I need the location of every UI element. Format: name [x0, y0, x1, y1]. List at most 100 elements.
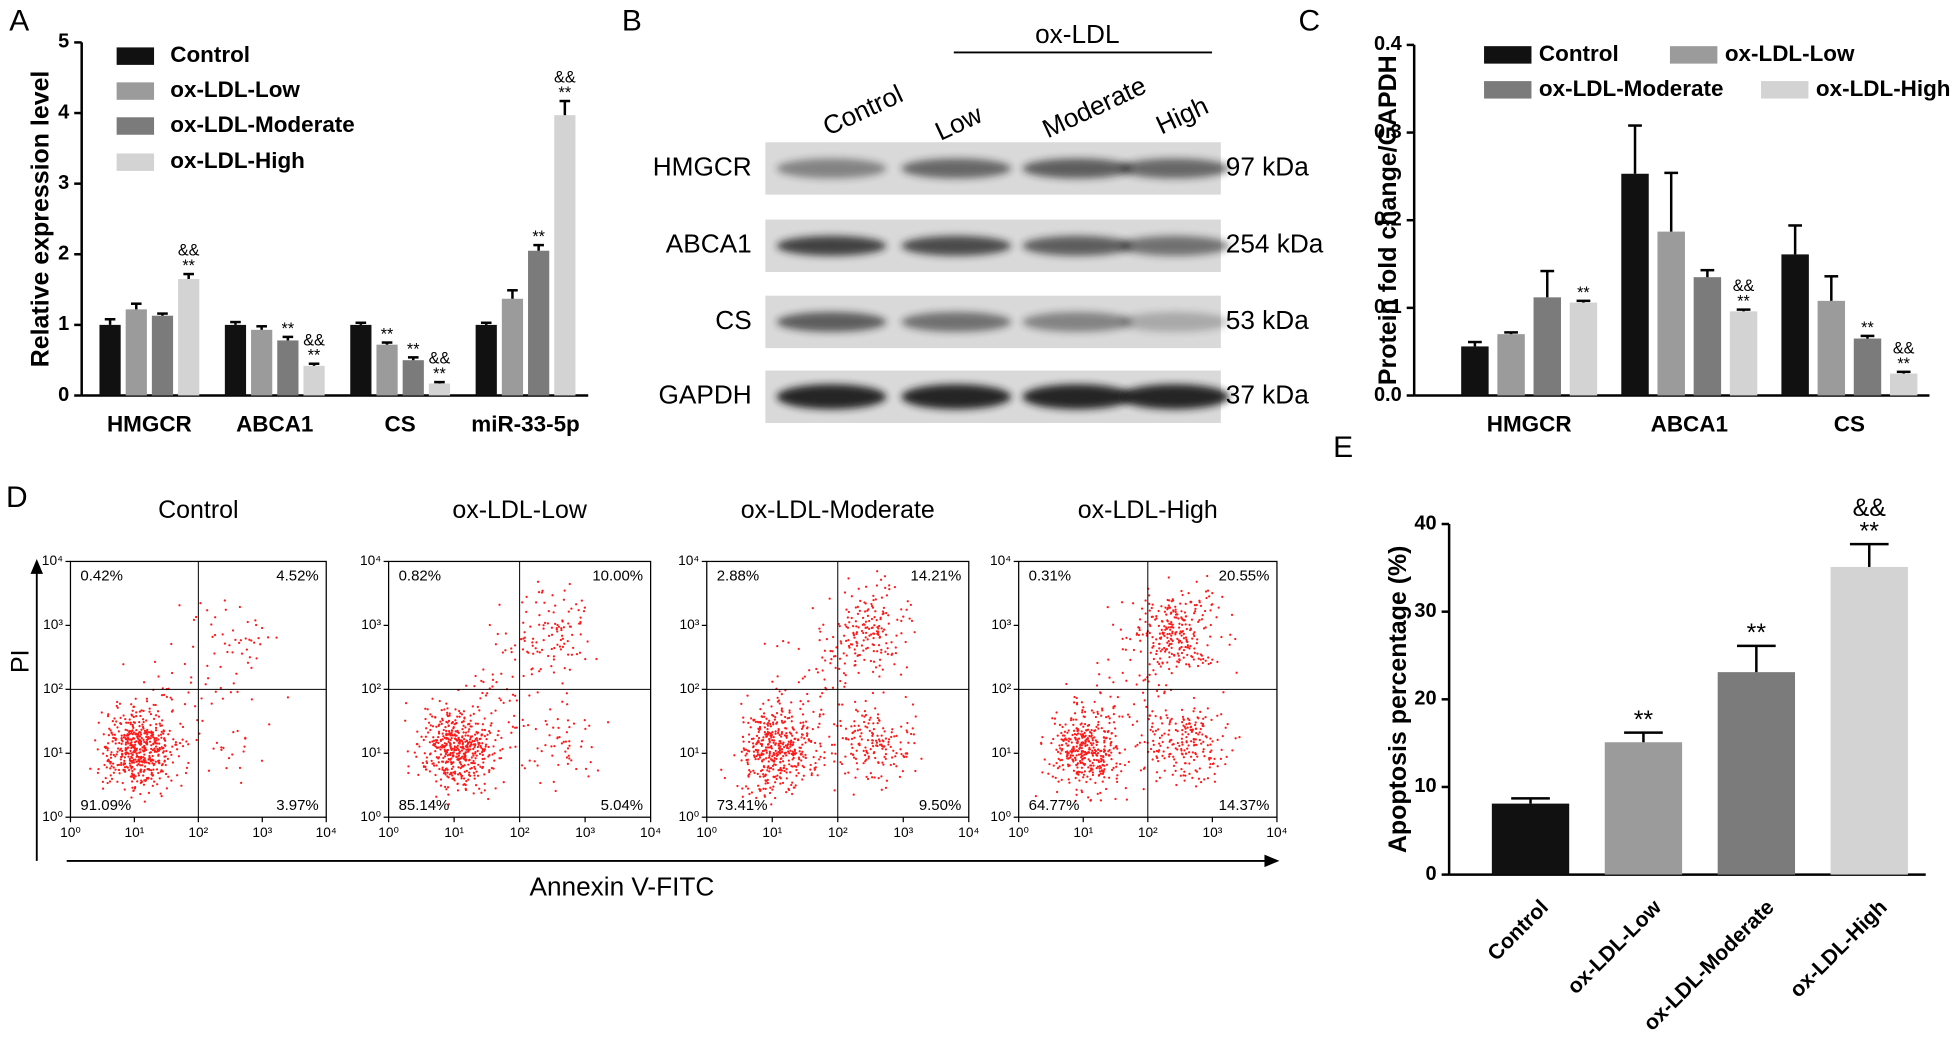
event-dot [445, 788, 447, 790]
event-dot [759, 776, 761, 778]
event-dot [538, 591, 540, 593]
bar [1461, 346, 1488, 395]
event-dot [116, 701, 118, 703]
event-dot [781, 707, 783, 709]
event-dot [219, 666, 221, 668]
event-dot [868, 635, 870, 637]
event-dot [879, 636, 881, 638]
event-dot [882, 727, 884, 729]
event-dot [523, 725, 525, 727]
event-dot [905, 756, 907, 758]
event-dot [110, 757, 112, 759]
event-dot [1200, 653, 1202, 655]
event-dot [824, 650, 826, 652]
event-dot [1092, 762, 1094, 764]
x-tick-label: miR-33-5p [471, 411, 579, 436]
event-dot [789, 745, 791, 747]
event-dot [1203, 748, 1205, 750]
event-dot [1234, 638, 1236, 640]
event-dot [119, 717, 121, 719]
event-dot [1172, 598, 1174, 600]
event-dot [489, 732, 491, 734]
event-dot [867, 638, 869, 640]
event-dot [142, 756, 144, 758]
event-dot [900, 673, 902, 675]
event-dot [745, 749, 747, 751]
event-dot [1168, 604, 1170, 606]
bar [178, 279, 199, 396]
event-dot [1178, 745, 1180, 747]
event-dot [854, 730, 856, 732]
event-dot [1209, 743, 1211, 745]
event-dot [880, 775, 882, 777]
event-dot [459, 761, 461, 763]
event-dot [766, 728, 768, 730]
event-dot [848, 645, 850, 647]
event-dot [435, 741, 437, 743]
event-dot [187, 691, 189, 693]
event-dot [450, 773, 452, 775]
event-dot [1166, 619, 1168, 621]
event-dot [500, 699, 502, 701]
event-dot [497, 734, 499, 736]
y-tick-label: 10⁴ [990, 553, 1011, 568]
event-dot [873, 616, 875, 618]
event-dot [1200, 781, 1202, 783]
event-dot [438, 725, 440, 727]
event-dot [440, 740, 442, 742]
event-dot [470, 762, 472, 764]
event-dot [779, 772, 781, 774]
event-dot [133, 768, 135, 770]
event-dot [453, 747, 455, 749]
event-dot [115, 739, 117, 741]
event-dot [814, 742, 816, 744]
event-dot [819, 695, 821, 697]
event-dot [1181, 738, 1183, 740]
event-dot [866, 610, 868, 612]
event-dot [1186, 654, 1188, 656]
event-dot [490, 712, 492, 714]
event-dot [222, 747, 224, 749]
event-dot [1191, 618, 1193, 620]
event-dot [1100, 799, 1102, 801]
event-dot [1159, 777, 1161, 779]
event-dot [430, 724, 432, 726]
event-dot [1057, 781, 1059, 783]
event-dot [478, 742, 480, 744]
event-dot [1101, 708, 1103, 710]
event-dot [498, 697, 500, 699]
event-dot [866, 626, 868, 628]
event-dot [441, 709, 443, 711]
event-dot [477, 706, 479, 708]
event-dot [802, 703, 804, 705]
event-dot [1203, 627, 1205, 629]
legend-label: ox-LDL-Moderate [170, 112, 355, 137]
event-dot [867, 778, 869, 780]
significance-label: ** [433, 365, 446, 383]
event-dot [1211, 740, 1213, 742]
event-dot [565, 740, 567, 742]
event-dot [116, 726, 118, 728]
event-dot [190, 676, 192, 678]
event-dot [782, 640, 784, 642]
event-dot [1193, 635, 1195, 637]
event-dot [531, 673, 533, 675]
event-dot [495, 787, 497, 789]
event-dot [787, 750, 789, 752]
event-dot [888, 584, 890, 586]
event-dot [759, 708, 761, 710]
event-dot [1068, 778, 1070, 780]
event-dot [778, 747, 780, 749]
event-dot [200, 697, 202, 699]
event-dot [126, 740, 128, 742]
event-dot [455, 722, 457, 724]
event-dot [1061, 744, 1063, 746]
event-dot [850, 725, 852, 727]
event-dot [1172, 610, 1174, 612]
event-dot [885, 642, 887, 644]
event-dot [800, 736, 802, 738]
quadrant-label: 20.55% [1219, 567, 1270, 584]
event-dot [1128, 716, 1130, 718]
event-dot [558, 626, 560, 628]
event-dot [1196, 581, 1198, 583]
